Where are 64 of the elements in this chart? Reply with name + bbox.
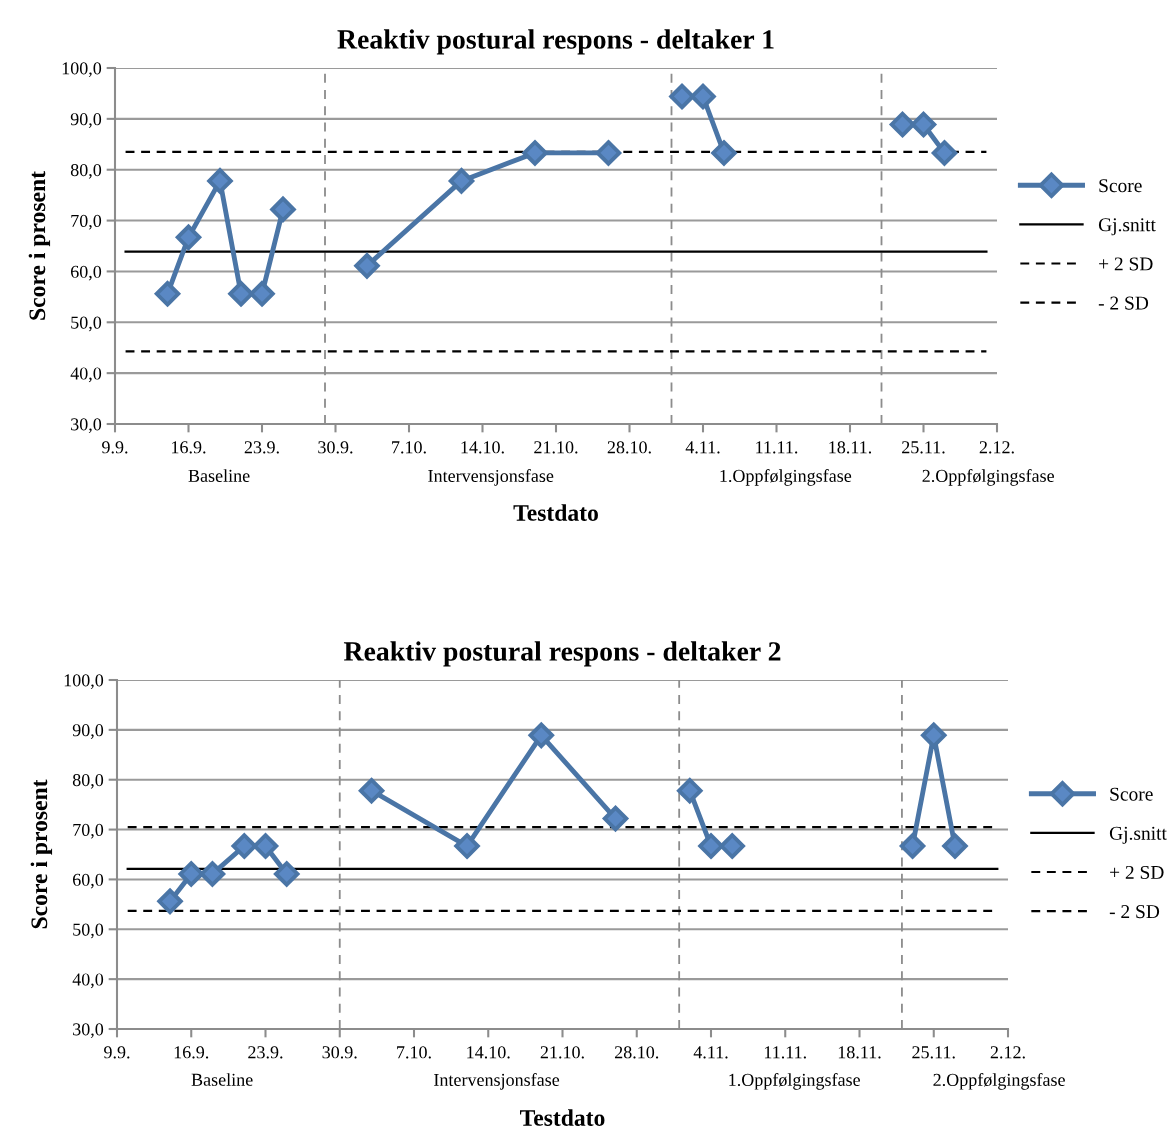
y-tick-label: 80,0: [70, 163, 102, 179]
x-tick-label: 28.10.: [614, 1046, 659, 1059]
text: Intervensjonsfase: [434, 1073, 560, 1090]
y-tick-label: 50,0: [71, 316, 102, 332]
x-tick-label: 11.11.: [756, 441, 798, 454]
y-tick-label: 60,0: [70, 265, 102, 281]
text: Intervensjonsfase: [428, 469, 554, 486]
x-tick-label: 14.10.: [461, 441, 504, 454]
y-tick-label: 90,0: [70, 113, 102, 128]
text: 1.Oppfølgingsfase: [729, 1073, 860, 1090]
x-tick-label: 9.9.: [104, 1046, 130, 1059]
y-tick-label: 40,0: [72, 973, 104, 989]
x-tick-label: 21.10.: [540, 1046, 584, 1059]
legend-label: Score: [1110, 787, 1153, 801]
y-tick-label: 100,0: [62, 62, 102, 78]
chart-title: Reaktiv postural respons - deltaker 2: [343, 641, 781, 667]
y-tick-label: 70,0: [71, 214, 102, 230]
x-tick-label: 16.9.: [172, 441, 206, 454]
text: Baseline: [188, 469, 250, 482]
x-tick-label: 4.11.: [693, 1046, 728, 1059]
x-tick-label: 23.9.: [248, 1046, 283, 1059]
y-tick-label: 40,0: [70, 367, 102, 383]
y-tick-label: 30,0: [73, 1023, 104, 1039]
y-axis-title: Score i prosent: [28, 171, 51, 320]
y-tick-label: 30,0: [71, 418, 102, 434]
y-tick-label: 100,0: [64, 674, 104, 690]
x-tick-label: 23.9.: [244, 441, 279, 454]
text: Baseline: [191, 1073, 253, 1086]
x-tick-label: 25.11.: [902, 441, 945, 454]
y-tick-label: 80,0: [72, 773, 104, 789]
x-tick-label: 25.11.: [912, 1046, 955, 1059]
legend-label: Score: [1099, 179, 1142, 193]
x-tick-label: 28.10.: [607, 441, 651, 454]
x-tick-label: 18.11.: [838, 1046, 881, 1059]
x-tick-label: 30.9.: [322, 1046, 357, 1059]
ref-line-label: - 2 SD: [1109, 905, 1160, 919]
legend-label: + 2 SD: [1099, 257, 1153, 271]
x-tick-label: 16.9.: [174, 1046, 209, 1059]
legend-label: Gj.snitt: [1109, 826, 1167, 844]
legend-label: Gj.snitt: [1098, 218, 1156, 236]
x-tick-label: 9.9.: [102, 441, 128, 454]
chart-title: Reaktiv postural respons - deltaker 1: [337, 29, 774, 55]
x-tick-label: 30.9.: [318, 441, 353, 454]
x-tick-label: 14.10.: [467, 1046, 510, 1059]
y-tick-label: 70,0: [73, 823, 104, 839]
legend-label: - 2 SD: [1098, 296, 1149, 310]
x-tick-label: 2.12.: [979, 441, 1014, 454]
x-tick-label: 2.12.: [990, 1046, 1025, 1059]
x-tick-label: 11.11.: [764, 1046, 806, 1059]
x-tick-label: 21.10.: [534, 441, 578, 454]
x-tick-label: 7.10.: [392, 441, 426, 454]
y-tick-label: 90,0: [72, 724, 104, 739]
x-tick-label: 18.11.: [829, 441, 872, 454]
text: 1.Oppfølgingsfase: [720, 469, 852, 486]
y-axis-title: Score i prosent: [30, 779, 53, 929]
legend-label: + 2 SD: [1110, 865, 1164, 879]
x-tick-label: 4.11.: [685, 441, 720, 454]
text: 2.Oppfølgingsfase: [922, 469, 1054, 486]
y-tick-label: 50,0: [73, 923, 104, 939]
x-axis-title: Testdato: [513, 504, 598, 521]
x-tick-label: 7.10.: [397, 1046, 431, 1059]
x-axis-title: Testdato: [520, 1109, 605, 1126]
text: 2.Oppfølgingsfase: [933, 1073, 1065, 1090]
y-tick-label: 60,0: [72, 873, 104, 889]
